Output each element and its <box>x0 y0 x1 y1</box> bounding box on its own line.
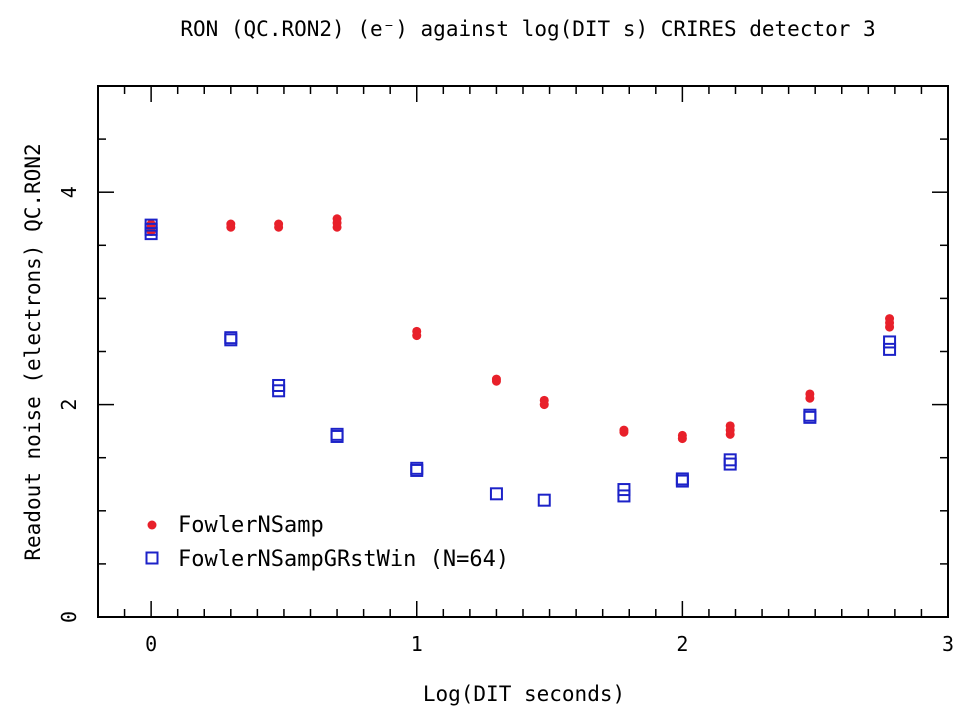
point-fowlernsampgrstwin <box>410 463 424 477</box>
chart-title: RON (QC.RON2) (e⁻) against log(DIT s) CR… <box>180 17 875 41</box>
point-fowlernsampgrstwin <box>675 474 689 488</box>
y-tick-label: 4 <box>57 186 81 198</box>
point-fowlernsamp <box>226 222 236 232</box>
point-fowlernsampgrstwin <box>330 429 344 443</box>
point-fowlernsamp <box>412 331 422 341</box>
x-tick-label: 2 <box>676 632 688 656</box>
point-fowlernsampgrstwin <box>803 410 817 424</box>
point-fowlernsamp <box>677 434 687 444</box>
point-fowlernsamp <box>539 400 549 410</box>
point-fowlernsampgrstwin <box>489 487 503 501</box>
y-tick-label: 0 <box>57 611 81 623</box>
legend-marker-fowlernsamp <box>147 520 157 530</box>
legend-label-fowlernsampgrstwin: FowlerNSampGRstWin (N=64) <box>178 547 509 572</box>
legend-marker-fowlernsampgrstwin <box>145 551 159 565</box>
point-fowlernsamp <box>725 429 735 439</box>
x-tick-label: 0 <box>145 632 157 656</box>
x-tick-label: 1 <box>411 632 423 656</box>
point-fowlernsamp <box>332 222 342 232</box>
data-points <box>144 214 897 507</box>
x-tick-label: 3 <box>942 632 954 656</box>
point-fowlernsampgrstwin <box>723 457 737 471</box>
legend-label-fowlernsamp: FowlerNSamp <box>178 513 324 538</box>
legend-marker <box>147 520 157 530</box>
point-fowlernsampgrstwin <box>537 493 551 507</box>
point-fowlernsamp <box>491 376 501 386</box>
point-fowlernsamp <box>619 427 629 437</box>
y-tick-label: 2 <box>57 399 81 411</box>
x-axis-label: Log(DIT seconds) <box>423 682 625 706</box>
point-fowlernsamp <box>885 322 895 332</box>
point-fowlernsampgrstwin <box>883 342 897 356</box>
y-axis-label: Readout noise (electrons) QC.RON2 <box>21 143 45 560</box>
x-axis-ticks: 0 1 2 3 <box>97 86 954 656</box>
point-fowlernsampgrstwin <box>723 453 737 467</box>
point-fowlernsampgrstwin <box>224 333 238 347</box>
legend: FowlerNSamp FowlerNSampGRstWin (N=64) <box>145 513 509 572</box>
legend-marker <box>145 551 159 565</box>
point-fowlernsampgrstwin <box>617 489 631 503</box>
point-fowlernsampgrstwin <box>883 335 897 349</box>
point-fowlernsampgrstwin <box>144 227 158 241</box>
point-fowlernsamp <box>805 393 815 403</box>
point-fowlernsampgrstwin <box>272 384 286 398</box>
y-axis-ticks: 0 2 4 <box>57 85 948 623</box>
point-fowlernsamp <box>274 222 284 232</box>
